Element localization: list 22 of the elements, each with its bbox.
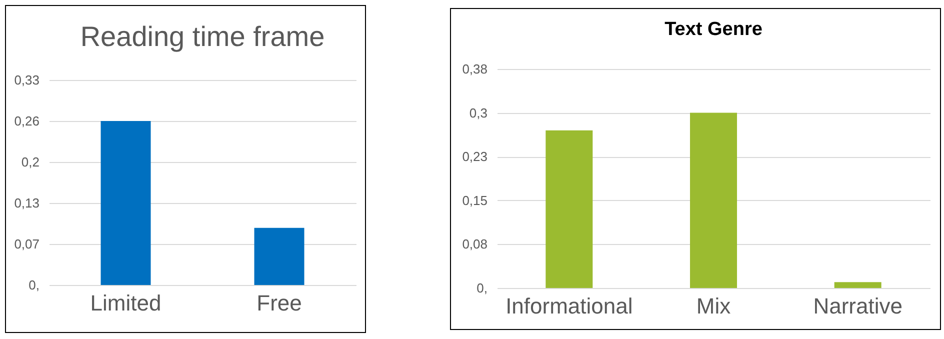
- y-tick-label: 0,33: [14, 72, 40, 88]
- x-tick-label: Mix: [696, 294, 731, 318]
- y-tick-label: 0,23: [462, 149, 488, 164]
- y-tick-label: 0,26: [14, 114, 40, 128]
- x-tick-label: Free: [256, 290, 302, 316]
- bar: [546, 130, 593, 288]
- y-tick-label: 0,: [476, 280, 488, 296]
- y-tick-label: 0,13: [14, 196, 40, 210]
- y-tick-label: 0,38: [462, 62, 488, 76]
- y-tick-label: 0,07: [14, 236, 40, 252]
- x-tick-label: Narrative: [813, 294, 902, 318]
- y-tick-label: 0,08: [462, 236, 488, 252]
- y-tick-label: 0,2: [21, 154, 40, 170]
- chart-title: Text Genre: [664, 19, 762, 40]
- x-tick-label: Limited: [90, 290, 162, 316]
- x-tick-label: Informational: [506, 294, 633, 318]
- y-tick-label: 0,3: [469, 105, 488, 120]
- bar: [690, 112, 737, 288]
- y-tick-label: 0,15: [462, 192, 488, 208]
- chart-title: Reading time frame: [80, 21, 325, 52]
- bar: [834, 282, 882, 288]
- y-tick-label: 0,: [28, 278, 40, 292]
